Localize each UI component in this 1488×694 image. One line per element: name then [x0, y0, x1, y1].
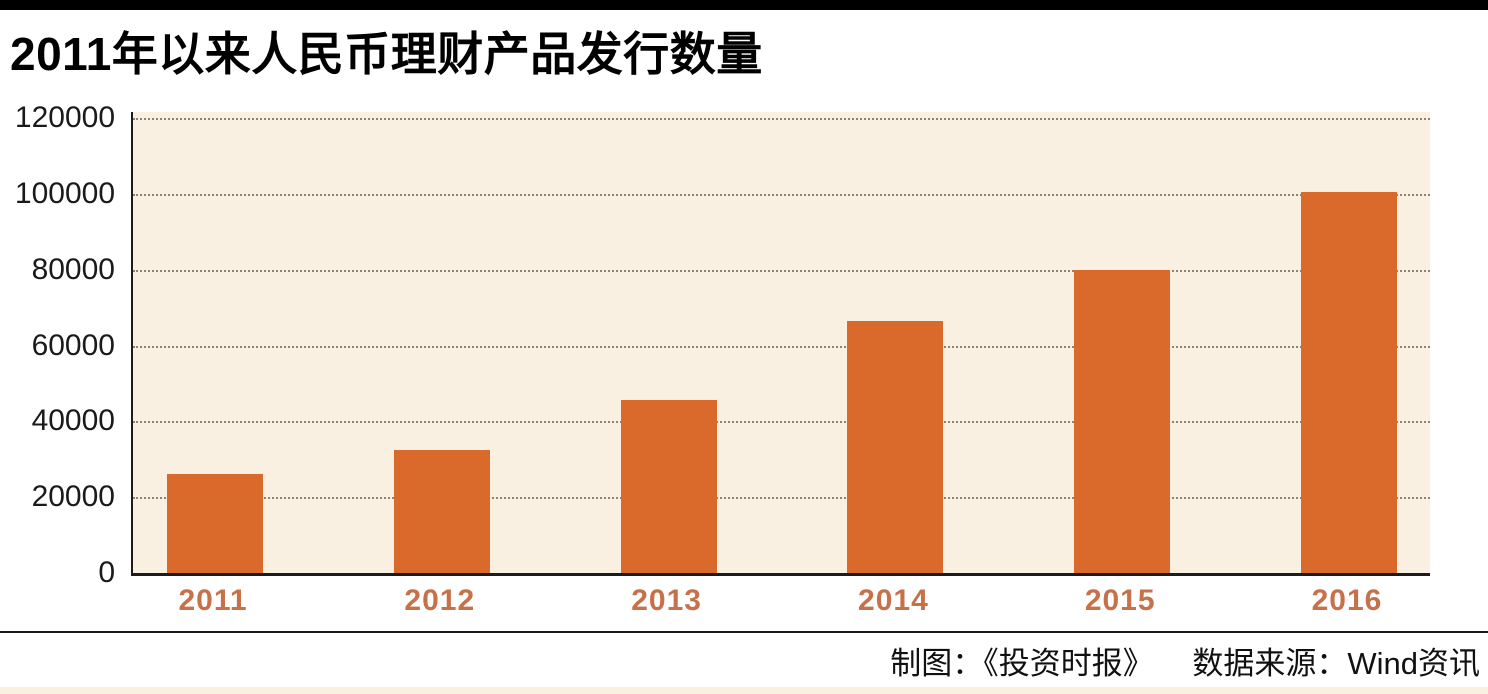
gridline-40000: [133, 421, 1430, 424]
bar-2015: [1074, 270, 1171, 573]
data-source: 数据来源：Wind资讯: [1192, 646, 1480, 681]
y-axis-tick-label-0: 0: [98, 556, 115, 589]
bar-2011: [167, 474, 263, 573]
x-axis-label-2011: 2011: [178, 584, 248, 617]
gridline-120000: [133, 118, 1430, 120]
y-axis-tick-label-20000: 20000: [31, 480, 115, 514]
bottom-strip: [0, 687, 1488, 694]
y-axis-tick-label-60000: 60000: [31, 328, 115, 362]
footer-divider: [0, 631, 1488, 633]
bar-2014: [847, 321, 944, 573]
chart-credit: 制图：《投资时报》: [890, 646, 1154, 681]
gridline-20000: [133, 497, 1430, 500]
bars-row: [167, 112, 1397, 573]
bar-2013: [620, 400, 717, 573]
x-axis-label-2013: 2013: [631, 584, 702, 617]
y-axis-tick-label-100000: 100000: [14, 176, 115, 210]
x-axis-label-2014: 2014: [858, 584, 929, 617]
x-axis: 2011 2012 2013 2014 2015 2016: [165, 584, 1395, 618]
bar-2012: [393, 450, 490, 573]
x-axis-label-2012: 2012: [404, 584, 476, 617]
footer-credits: 制图：《投资时报》 数据来源：Wind资讯: [890, 638, 1480, 683]
gridline-60000: [133, 345, 1430, 348]
top-rule: [0, 0, 1488, 10]
y-axis-tick-label-120000: 120000: [14, 101, 115, 134]
gridline-80000: [133, 269, 1430, 272]
y-axis-tick-label-80000: 80000: [31, 252, 115, 286]
chart-title: 2011年以来人民币理财产品发行数量: [10, 28, 763, 80]
x-axis-label-2016: 2016: [1311, 584, 1383, 617]
gridline-100000: [133, 193, 1430, 196]
x-axis-label-2015: 2015: [1084, 584, 1156, 617]
y-axis-tick-label-40000: 40000: [31, 404, 115, 438]
plot-area: [131, 112, 1430, 576]
bar-2016: [1300, 192, 1397, 573]
